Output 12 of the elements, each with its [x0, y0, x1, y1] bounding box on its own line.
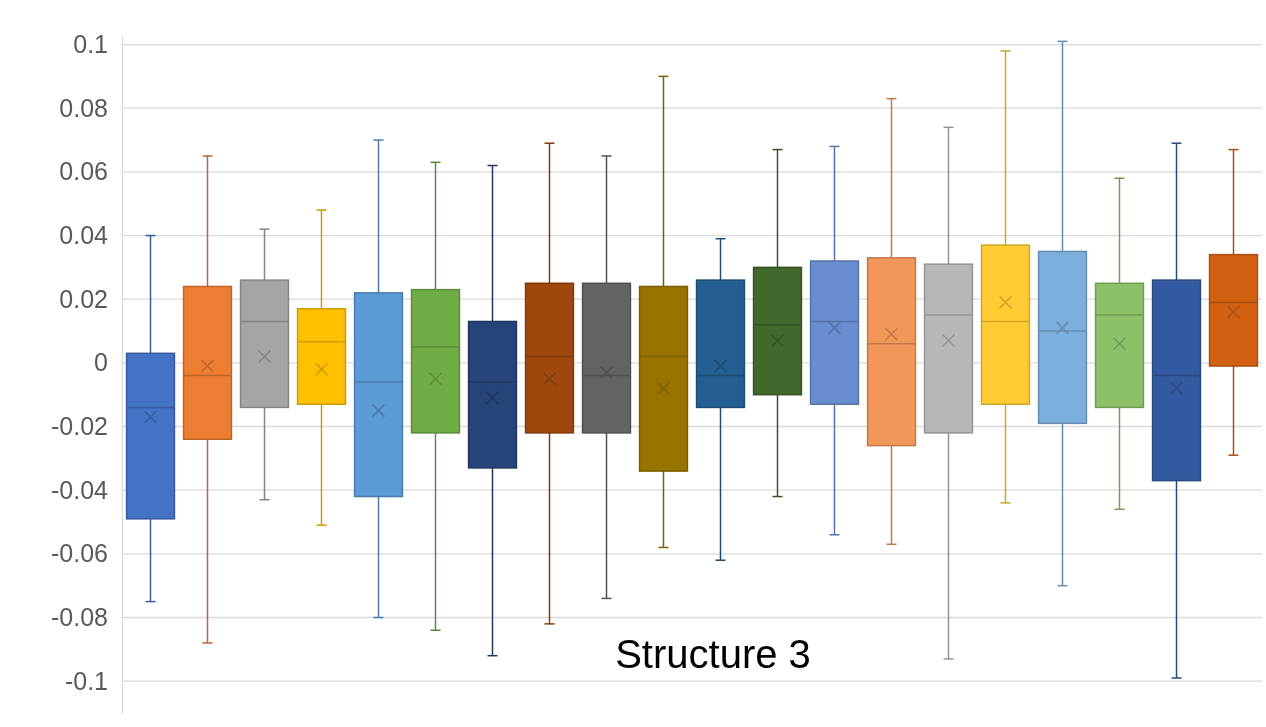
y-tick-label: -0.06 [51, 539, 108, 568]
y-tick-label: -0.02 [51, 412, 108, 441]
y-tick-label: 0.08 [59, 93, 108, 122]
y-tick-label: 0.02 [59, 284, 108, 313]
y-tick-label: -0.04 [51, 475, 109, 504]
y-tick-label: -0.08 [51, 603, 108, 632]
y-tick-label: -0.1 [64, 666, 108, 695]
y-tick-label: 0.04 [59, 221, 109, 250]
y-tick-label: 0.06 [59, 157, 108, 186]
annotation: Structure 3 [615, 632, 811, 676]
y-tick-label: 0 [94, 348, 108, 377]
y-tick-label: 0.1 [73, 30, 108, 59]
